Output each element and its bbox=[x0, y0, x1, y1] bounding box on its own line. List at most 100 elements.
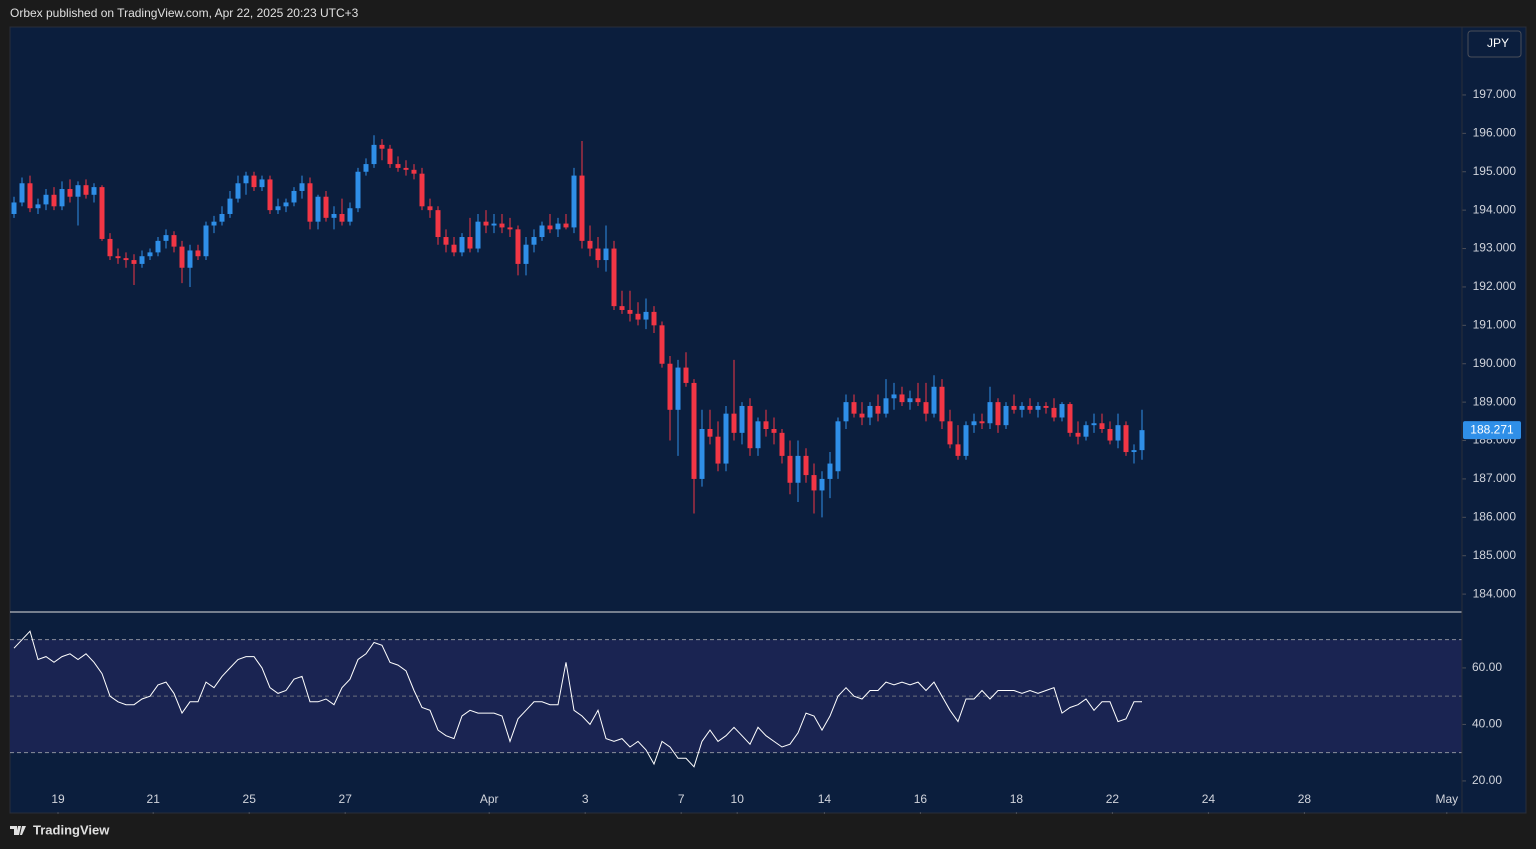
candle-body bbox=[1115, 425, 1121, 441]
candle-body bbox=[683, 367, 689, 383]
y-tick-label: 186.000 bbox=[1473, 509, 1517, 523]
candle-body bbox=[699, 429, 705, 479]
rsi-line bbox=[13, 630, 1142, 768]
brand: TradingView bbox=[33, 822, 110, 837]
candle-body bbox=[443, 237, 449, 245]
candle-body bbox=[731, 413, 737, 433]
x-tick-label: 18 bbox=[1010, 792, 1024, 806]
candle-body bbox=[267, 179, 273, 211]
y-tick-label: 187.000 bbox=[1473, 471, 1517, 485]
candle-body bbox=[507, 227, 513, 230]
candle-body bbox=[139, 256, 145, 264]
candle-body bbox=[707, 429, 713, 437]
candle-body bbox=[635, 313, 641, 320]
candle-body bbox=[771, 429, 777, 433]
candle-body bbox=[123, 258, 129, 261]
y-tick-label: 20.00 bbox=[1472, 773, 1502, 787]
candle-body bbox=[827, 463, 833, 479]
candle-body bbox=[355, 171, 361, 209]
candle-body bbox=[227, 198, 233, 214]
candle-body bbox=[963, 425, 969, 456]
candle-body bbox=[675, 367, 681, 410]
candle-body bbox=[915, 398, 921, 403]
y-tick-label: 193.000 bbox=[1473, 241, 1517, 255]
candle-body bbox=[155, 240, 161, 253]
candle-body bbox=[195, 250, 201, 257]
candle-body bbox=[179, 246, 185, 268]
candle-body bbox=[315, 196, 321, 222]
candle-body bbox=[979, 421, 985, 424]
candle-body bbox=[363, 164, 369, 172]
candle-body bbox=[819, 478, 825, 491]
candle-body bbox=[803, 455, 809, 476]
candle-body bbox=[843, 402, 849, 422]
candle-body bbox=[1083, 425, 1089, 437]
candle-body bbox=[251, 175, 257, 188]
candle-body bbox=[27, 183, 33, 209]
candle-body bbox=[491, 223, 497, 226]
candle-body bbox=[787, 455, 793, 483]
x-tick-label: 10 bbox=[731, 792, 745, 806]
candle-body bbox=[1067, 404, 1073, 433]
y-tick-label: 189.000 bbox=[1473, 394, 1517, 408]
candle-body bbox=[555, 223, 561, 230]
candle-body bbox=[899, 394, 905, 403]
candle-body bbox=[83, 185, 89, 195]
candle-body bbox=[1107, 429, 1113, 441]
candle-body bbox=[275, 206, 281, 211]
y-tick-label: 190.000 bbox=[1473, 356, 1517, 370]
x-tick-label: 21 bbox=[147, 792, 161, 806]
candle-body bbox=[995, 402, 1001, 426]
y-tick-label: 195.000 bbox=[1473, 164, 1517, 178]
candle-body bbox=[19, 183, 25, 203]
candle-body bbox=[395, 164, 401, 168]
candle-body bbox=[187, 250, 193, 268]
candle-body bbox=[859, 413, 865, 418]
chart-layer: 184.000185.000186.000187.000188.000189.0… bbox=[10, 27, 1521, 814]
candle-body bbox=[99, 187, 105, 239]
candle-body bbox=[851, 402, 857, 414]
candle-body bbox=[171, 235, 177, 247]
candle-body bbox=[91, 187, 97, 195]
candle-body bbox=[427, 206, 433, 211]
candle-body bbox=[515, 229, 521, 264]
candle-body bbox=[43, 194, 49, 205]
candle-body bbox=[59, 189, 65, 207]
candle-body bbox=[75, 185, 81, 197]
candle-body bbox=[147, 252, 153, 257]
candle-body bbox=[387, 148, 393, 165]
candle-body bbox=[1011, 405, 1017, 410]
candle-body bbox=[283, 202, 289, 207]
candle-body bbox=[563, 223, 569, 228]
candle-body bbox=[1051, 407, 1057, 418]
candle-body bbox=[291, 190, 297, 203]
candle-body bbox=[235, 183, 241, 199]
x-tick-label: 16 bbox=[914, 792, 928, 806]
candle-body bbox=[459, 237, 465, 253]
y-tick-label: 40.00 bbox=[1472, 717, 1502, 731]
candle-body bbox=[659, 325, 665, 364]
candle-body bbox=[595, 248, 601, 261]
candle-body bbox=[931, 386, 937, 414]
candle-body bbox=[755, 421, 761, 449]
candle-body bbox=[603, 248, 609, 261]
y-tick-label: 191.000 bbox=[1473, 318, 1517, 332]
candle-body bbox=[339, 213, 345, 222]
candle-body bbox=[523, 244, 529, 264]
candle-body bbox=[203, 225, 209, 257]
candle-body bbox=[379, 144, 385, 149]
candle-body bbox=[571, 175, 577, 228]
candle-body bbox=[667, 363, 673, 410]
candle-body bbox=[627, 309, 633, 314]
currency-label: JPY bbox=[1487, 36, 1509, 50]
candle-body bbox=[651, 311, 657, 326]
candle-body bbox=[987, 402, 993, 424]
candle-body bbox=[1123, 425, 1129, 453]
candle-body bbox=[35, 204, 41, 209]
currency-button[interactable] bbox=[1467, 30, 1522, 58]
x-tick-label: May bbox=[1435, 792, 1458, 806]
candle-body bbox=[875, 405, 881, 414]
candle-body bbox=[955, 444, 961, 456]
candle-body bbox=[451, 244, 457, 253]
candle-body bbox=[131, 260, 137, 264]
